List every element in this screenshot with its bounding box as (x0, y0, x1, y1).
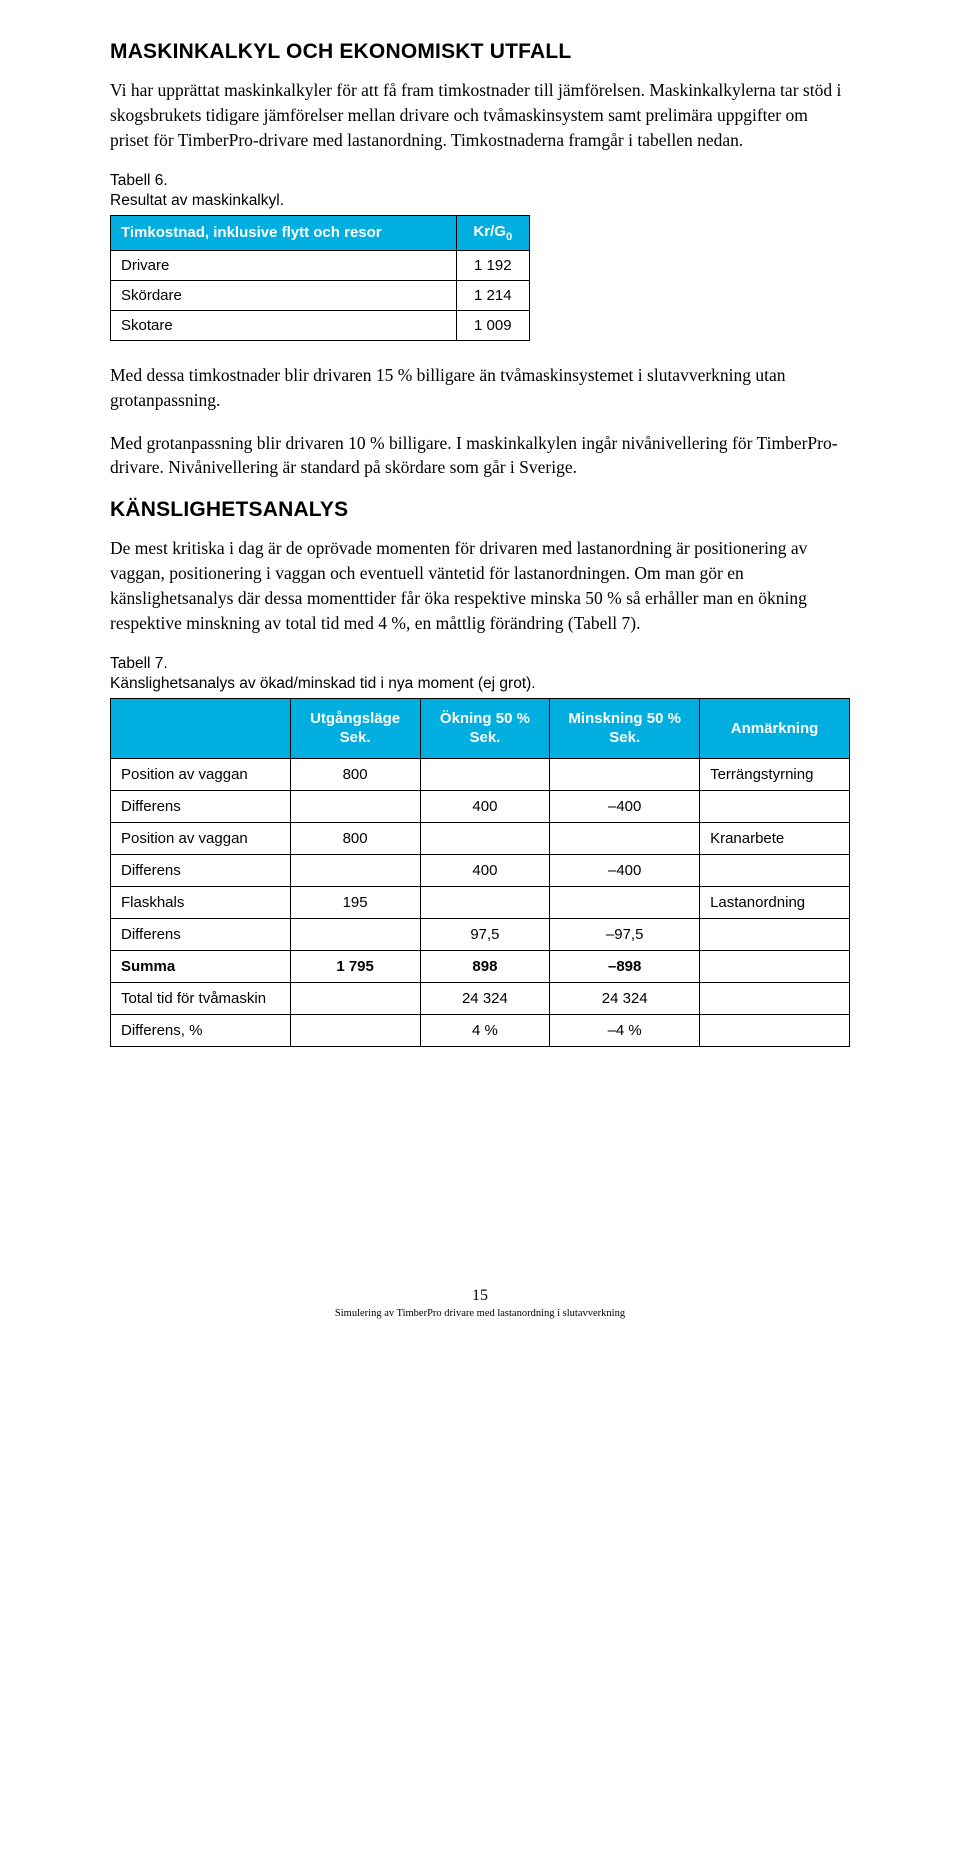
paragraph-2: Med dessa timkostnader blir drivaren 15 … (110, 363, 850, 413)
t6-cell-label: Skördare (111, 280, 457, 310)
table-row: Position av vaggan800 Terrängstyrning (111, 758, 850, 790)
t7-cell-c3 (420, 758, 550, 790)
table7-caption-l2: Känslighetsanalys av ökad/minskad tid i … (110, 675, 536, 692)
paragraph-3: Med grotanpassning blir drivaren 10 % bi… (110, 431, 850, 481)
t7-cell-c2 (290, 1014, 420, 1046)
t7-cell-c5: Lastanordning (700, 886, 850, 918)
t7-cell-label: Differens (111, 918, 291, 950)
section-title-2: KÄNSLIGHETSANALYS (110, 498, 850, 522)
t7-h3b: Sek. (469, 729, 500, 746)
paragraph-1: Vi har upprättat maskinkalkyler för att … (110, 78, 850, 153)
t7-cell-c4 (550, 886, 700, 918)
t7-cell-c5: Kranarbete (700, 822, 850, 854)
t6-cell-label: Skotare (111, 310, 457, 340)
t7-cell-c5 (700, 982, 850, 1014)
table-row: Skotare1 009 (111, 310, 530, 340)
t7-cell-label: Position av vaggan (111, 822, 291, 854)
table6-caption: Tabell 6. Resultat av maskinkalkyl. (110, 171, 850, 211)
t7-h3a: Ökning 50 % (440, 710, 530, 727)
t7-cell-c3: 400 (420, 854, 550, 886)
t7-h2: Utgångsläge Sek. (290, 698, 420, 758)
table-row: Drivare1 192 (111, 250, 530, 280)
section-title-1: MASKINKALKYL OCH EKONOMISKT UTFALL (110, 40, 850, 64)
t7-cell-c2: 1 795 (290, 950, 420, 982)
t7-cell-c2 (290, 854, 420, 886)
t7-cell-c5: Terrängstyrning (700, 758, 850, 790)
t6-cell-value: 1 214 (456, 280, 529, 310)
table-6: Timkostnad, inklusive flytt och resor Kr… (110, 215, 530, 341)
t7-cell-c4: –4 % (550, 1014, 700, 1046)
t7-h5: Anmärkning (700, 698, 850, 758)
table-row: Differens, % 4 %–4 % (111, 1014, 850, 1046)
table6-caption-l2: Resultat av maskinkalkyl. (110, 192, 284, 209)
t7-cell-c3: 400 (420, 790, 550, 822)
t7-h2a: Utgångsläge (310, 710, 400, 727)
table-row: Differens 97,5–97,5 (111, 918, 850, 950)
paragraph-4: De mest kritiska i dag är de oprövade mo… (110, 536, 850, 635)
t7-cell-c3: 4 % (420, 1014, 550, 1046)
t6-cell-value: 1 192 (456, 250, 529, 280)
t7-cell-c4: –97,5 (550, 918, 700, 950)
page-number: 15 (110, 1287, 850, 1305)
t7-cell-label: Differens (111, 790, 291, 822)
page-footer: 15 Simulering av TimberPro drivare med l… (110, 1287, 850, 1319)
t7-cell-label: Position av vaggan (111, 758, 291, 790)
t6-header-left: Timkostnad, inklusive flytt och resor (111, 215, 457, 250)
table-row: Differens 400–400 (111, 790, 850, 822)
table7-caption-l1: Tabell 7. (110, 655, 168, 672)
table-7: Utgångsläge Sek. Ökning 50 % Sek. Minskn… (110, 698, 850, 1047)
t6-cell-label: Drivare (111, 250, 457, 280)
t7-cell-c4: –400 (550, 790, 700, 822)
table7-caption: Tabell 7. Känslighetsanalys av ökad/mins… (110, 654, 850, 694)
t7-cell-label: Total tid för tvåmaskin (111, 982, 291, 1014)
t7-cell-label: Flaskhals (111, 886, 291, 918)
t7-cell-label: Differens, % (111, 1014, 291, 1046)
t6-cell-value: 1 009 (456, 310, 529, 340)
table-row: Skördare1 214 (111, 280, 530, 310)
t7-cell-c4: –400 (550, 854, 700, 886)
t7-cell-c2: 800 (290, 822, 420, 854)
t7-h2b: Sek. (340, 729, 371, 746)
t7-cell-c5 (700, 1014, 850, 1046)
table-row: Position av vaggan800 Kranarbete (111, 822, 850, 854)
t7-cell-c4 (550, 822, 700, 854)
table6-caption-l1: Tabell 6. (110, 172, 168, 189)
t7-cell-c3: 24 324 (420, 982, 550, 1014)
t7-cell-label: Differens (111, 854, 291, 886)
t7-cell-c3: 97,5 (420, 918, 550, 950)
t7-h4a: Minskning 50 % (568, 710, 681, 727)
t6-header-right-sub: 0 (506, 231, 512, 243)
table-row: Total tid för tvåmaskin 24 32424 324 (111, 982, 850, 1014)
t7-cell-c2: 800 (290, 758, 420, 790)
t7-h4b: Sek. (609, 729, 640, 746)
t7-cell-c2: 195 (290, 886, 420, 918)
t7-h3: Ökning 50 % Sek. (420, 698, 550, 758)
t7-cell-c3 (420, 886, 550, 918)
t7-cell-c3: 898 (420, 950, 550, 982)
t7-cell-c4 (550, 758, 700, 790)
footer-text: Simulering av TimberPro drivare med last… (110, 1308, 850, 1319)
t7-cell-c5 (700, 790, 850, 822)
t6-header-right: Kr/G0 (456, 215, 529, 250)
t7-cell-c2 (290, 982, 420, 1014)
t7-cell-c5 (700, 918, 850, 950)
t7-cell-c5 (700, 950, 850, 982)
t7-cell-c4: –898 (550, 950, 700, 982)
t7-h4: Minskning 50 % Sek. (550, 698, 700, 758)
t7-cell-label: Summa (111, 950, 291, 982)
t7-cell-c2 (290, 790, 420, 822)
table-row: Summa1 795898–898 (111, 950, 850, 982)
t7-cell-c5 (700, 854, 850, 886)
t7-h1 (111, 698, 291, 758)
t7-cell-c2 (290, 918, 420, 950)
table-row: Differens 400–400 (111, 854, 850, 886)
table-row: Flaskhals195 Lastanordning (111, 886, 850, 918)
t7-cell-c3 (420, 822, 550, 854)
t6-header-right-pre: Kr/G (473, 223, 506, 240)
t7-cell-c4: 24 324 (550, 982, 700, 1014)
